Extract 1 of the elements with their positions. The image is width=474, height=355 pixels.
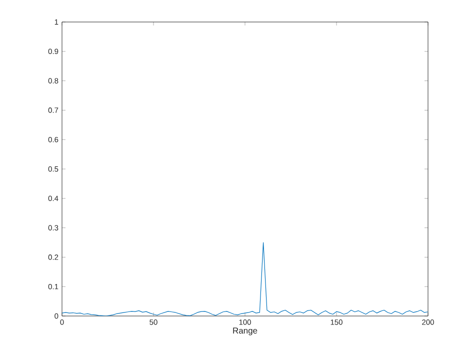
- x-axis-title: Range: [233, 328, 258, 336]
